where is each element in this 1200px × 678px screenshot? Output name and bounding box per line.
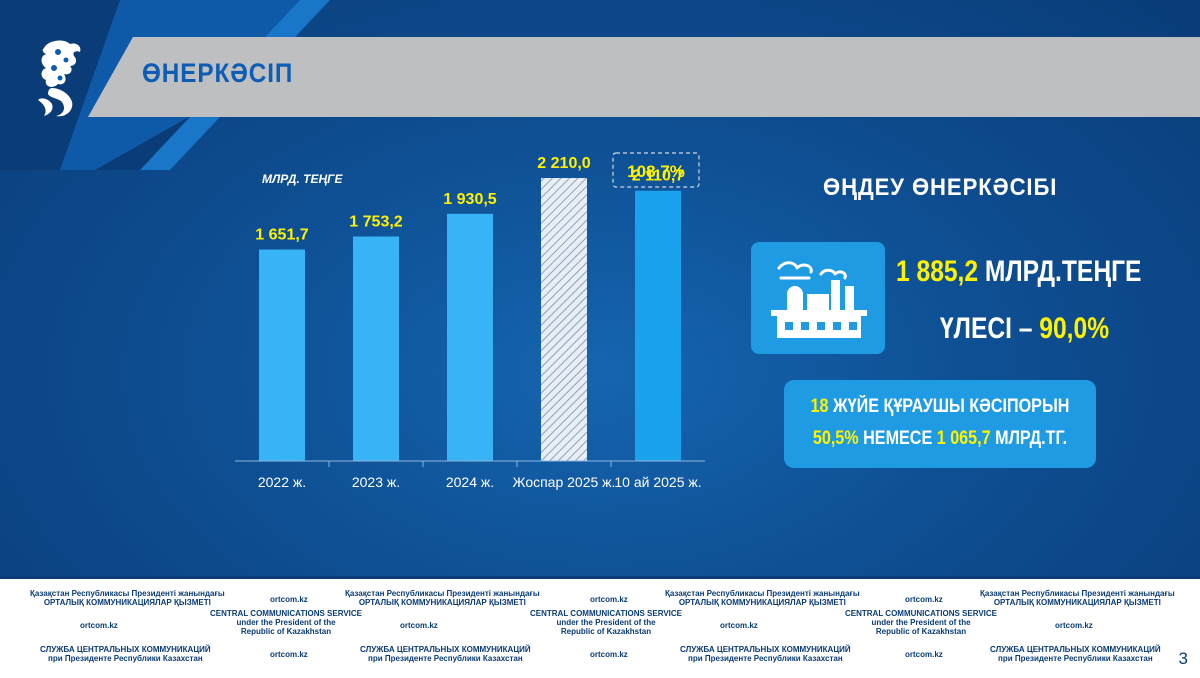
- share-value: 90,0%: [1039, 312, 1110, 345]
- footer-site-line-1: ortcom.kz: [1055, 621, 1093, 630]
- factory-icon-box: [751, 242, 885, 354]
- footer-site-text: ortcom.kz: [905, 650, 943, 659]
- footer-site-line-1: ortcom.kz: [400, 621, 438, 630]
- bar-3: [447, 213, 493, 461]
- enterprises-percent: 50,5%: [812, 428, 859, 449]
- footer-site-text: ortcom.kz: [905, 595, 943, 604]
- bar-5: [635, 190, 681, 461]
- footer-ru-line-2: при Президенте Республики Казахстан: [368, 654, 523, 663]
- footer-site-text: ortcom.kz: [80, 621, 118, 630]
- footer-site-text: ortcom.kz: [590, 650, 628, 659]
- processing-amount-value: 1 885,2: [896, 255, 979, 288]
- footer-site-line-1: ortcom.kz: [905, 650, 943, 659]
- bar-2: [353, 236, 399, 461]
- footer-site-line-1: ortcom.kz: [80, 621, 118, 630]
- footer-kz-line-1: Қазақстан Республикасы Президенті жанынд…: [980, 589, 1175, 598]
- footer-ru-line-2: при Президенте Республики Казахстан: [998, 654, 1153, 663]
- footer-site-text: ortcom.kz: [720, 621, 758, 630]
- enterprises-amount: 1 065,7: [936, 428, 991, 449]
- footer-en-line-1: CENTRAL COMMUNICATIONS SERVICE: [845, 609, 998, 618]
- footer-kz-line-1: Қазақстан Республикасы Президенті жанынд…: [665, 589, 860, 598]
- chart-unit-label: МЛРД. ТЕҢГЕ: [262, 172, 343, 186]
- footer-en-line-2: under the President of the: [871, 618, 971, 627]
- enterprises-or-text: НЕМЕСЕ: [863, 428, 933, 449]
- footer-ru-line-2: при Президенте Республики Казахстан: [688, 654, 843, 663]
- footer-kz-text: Қазақстан Республикасы Президенті жанынд…: [345, 589, 540, 607]
- footer-en-line-2: under the President of the: [556, 618, 656, 627]
- footer-site-line-1: ortcom.kz: [590, 650, 628, 659]
- footer-en-text: CENTRAL COMMUNICATIONS SERVICE under the …: [530, 609, 682, 636]
- processing-amount-unit: МЛРД.ТЕҢГЕ: [984, 255, 1142, 288]
- footer-site-line-1: ortcom.kz: [270, 595, 308, 604]
- footer-en-line-1: CENTRAL COMMUNICATIONS SERVICE: [210, 609, 363, 618]
- footer-kz-text: Қазақстан Республикасы Президенті жанынд…: [30, 589, 225, 607]
- category-label-2: 2023 ж.: [352, 474, 400, 490]
- footer-ru-line-1: СЛУЖБА ЦЕНТРАЛЬНЫХ КОММУНИКАЦИЙ: [680, 645, 851, 654]
- footer-en-line-1: CENTRAL COMMUNICATIONS SERVICE: [530, 609, 683, 618]
- enterprises-share-line: 50,5% НЕМЕСЕ 1 065,7 МЛРД.ТГ.: [807, 428, 1072, 450]
- page-number: 3: [1178, 649, 1188, 668]
- footer-en-line-2: under the President of the: [236, 618, 336, 627]
- footer-site-text: ortcom.kz: [400, 621, 438, 630]
- header-band: [88, 37, 1200, 117]
- callout-percent: 108,7%: [627, 162, 685, 181]
- footer-watermark: Қазақстан Республикасы Президенті жанынд…: [0, 576, 1200, 678]
- footer-en-line-3: Republic of Kazakhstan: [875, 627, 967, 636]
- footer-en-line-3: Republic of Kazakhstan: [240, 627, 332, 636]
- footer-ru-text: СЛУЖБА ЦЕНТРАЛЬНЫХ КОММУНИКАЦИЙ при Прези…: [680, 645, 851, 663]
- processing-share: ҮЛЕСІ – 90,0%: [940, 312, 1109, 346]
- enterprises-amount-unit: МЛРД.ТГ.: [995, 428, 1068, 449]
- bar-value-label-2: 1 753,2: [349, 214, 402, 231]
- footer-ru-line-1: СЛУЖБА ЦЕНТРАЛЬНЫХ КОММУНИКАЦИЙ: [990, 645, 1161, 654]
- footer-kz-line-2: ОРТАЛЫҚ КОММУНИКАЦИЯЛАР ҚЫЗМЕТІ: [993, 598, 1161, 607]
- category-label-3: 2024 ж.: [446, 474, 494, 490]
- footer-ru-text: СЛУЖБА ЦЕНТРАЛЬНЫХ КОММУНИКАЦИЙ при Прези…: [990, 645, 1161, 663]
- footer-ru-line-1: СЛУЖБА ЦЕНТРАЛЬНЫХ КОММУНИКАЦИЙ: [40, 645, 211, 654]
- footer-en-text: CENTRAL COMMUNICATIONS SERVICE under the …: [845, 609, 997, 636]
- footer-ru-line-2: при Президенте Республики Казахстан: [48, 654, 203, 663]
- category-label-1: 2022 ж.: [258, 474, 306, 490]
- snow-leopard-logo-icon: [38, 40, 81, 117]
- footer-en-line-3: Republic of Kazakhstan: [560, 627, 652, 636]
- enterprises-count-text: ЖҮЙЕ ҚҰРАУШЫ КӘСІПОРЫН: [833, 396, 1070, 417]
- footer-kz-line-2: ОРТАЛЫҚ КОММУНИКАЦИЯЛАР ҚЫЗМЕТІ: [678, 598, 846, 607]
- footer-ru-line-1: СЛУЖБА ЦЕНТРАЛЬНЫХ КОММУНИКАЦИЙ: [360, 645, 531, 654]
- footer-en-text: CENTRAL COMMUNICATIONS SERVICE under the …: [210, 609, 362, 636]
- footer-kz-line-2: ОРТАЛЫҚ КОММУНИКАЦИЯЛАР ҚЫЗМЕТІ: [43, 598, 211, 607]
- industry-bar-chart: 1 651,7 1 753,2 1 930,5 2 210,0 2 110,7 2022…: [235, 152, 705, 490]
- category-label-5: 10 ай 2025 ж.: [614, 474, 701, 490]
- enterprises-count: 18: [810, 396, 829, 417]
- footer-site-text: ortcom.kz: [1055, 621, 1093, 630]
- footer-ru-text: СЛУЖБА ЦЕНТРАЛЬНЫХ КОММУНИКАЦИЙ при Прези…: [360, 645, 531, 663]
- footer-kz-text: Қазақстан Республикасы Президенті жанынд…: [665, 589, 860, 607]
- share-label: ҮЛЕСІ –: [940, 312, 1033, 345]
- bar-value-label-1: 1 651,7: [255, 227, 308, 244]
- footer-kz-line-1: Қазақстан Республикасы Президенті жанынд…: [30, 589, 225, 598]
- factory-icon: [771, 261, 867, 338]
- bar-4: [541, 178, 587, 461]
- footer-kz-line-2: ОРТАЛЫҚ КОММУНИКАЦИЯЛАР ҚЫЗМЕТІ: [358, 598, 526, 607]
- panel-subheading: ӨҢДЕУ ӨНЕРКӘСІБІ: [823, 174, 1058, 201]
- footer-site-line-1: ortcom.kz: [905, 595, 943, 604]
- footer-site-text: ortcom.kz: [590, 595, 628, 604]
- bar-value-label-3: 1 930,5: [443, 191, 496, 208]
- footer-site-text: ortcom.kz: [270, 595, 308, 604]
- footer-kz-text: Қазақстан Республикасы Президенті жанынд…: [980, 589, 1175, 607]
- bar-value-label-4: 2 210,0: [537, 155, 590, 172]
- footer-site-line-1: ortcom.kz: [590, 595, 628, 604]
- page-title: ӨНЕРКӘСІП: [142, 58, 294, 88]
- footer-site-line-1: ortcom.kz: [270, 650, 308, 659]
- enterprises-info-box: 18 ЖҮЙЕ ҚҰРАУШЫ КӘСІПОРЫН 50,5% НЕМЕСЕ 1…: [784, 380, 1096, 468]
- enterprises-count-line: 18 ЖҮЙЕ ҚҰРАУШЫ КӘСІПОРЫН: [807, 396, 1072, 418]
- footer-site-text: ortcom.kz: [270, 650, 308, 659]
- callout-box: 108,7%: [612, 152, 700, 188]
- footer-kz-line-1: Қазақстан Республикасы Президенті жанынд…: [345, 589, 540, 598]
- category-label-4: Жоспар 2025 ж.: [513, 474, 616, 490]
- processing-amount: 1 885,2 МЛРД.ТЕҢГЕ: [896, 255, 1141, 289]
- footer-ru-text: СЛУЖБА ЦЕНТРАЛЬНЫХ КОММУНИКАЦИЙ при Прези…: [40, 645, 211, 663]
- bar-value-label-5: 2 110,7: [632, 168, 685, 185]
- bar-1: [259, 249, 305, 461]
- footer-site-line-1: ortcom.kz: [720, 621, 758, 630]
